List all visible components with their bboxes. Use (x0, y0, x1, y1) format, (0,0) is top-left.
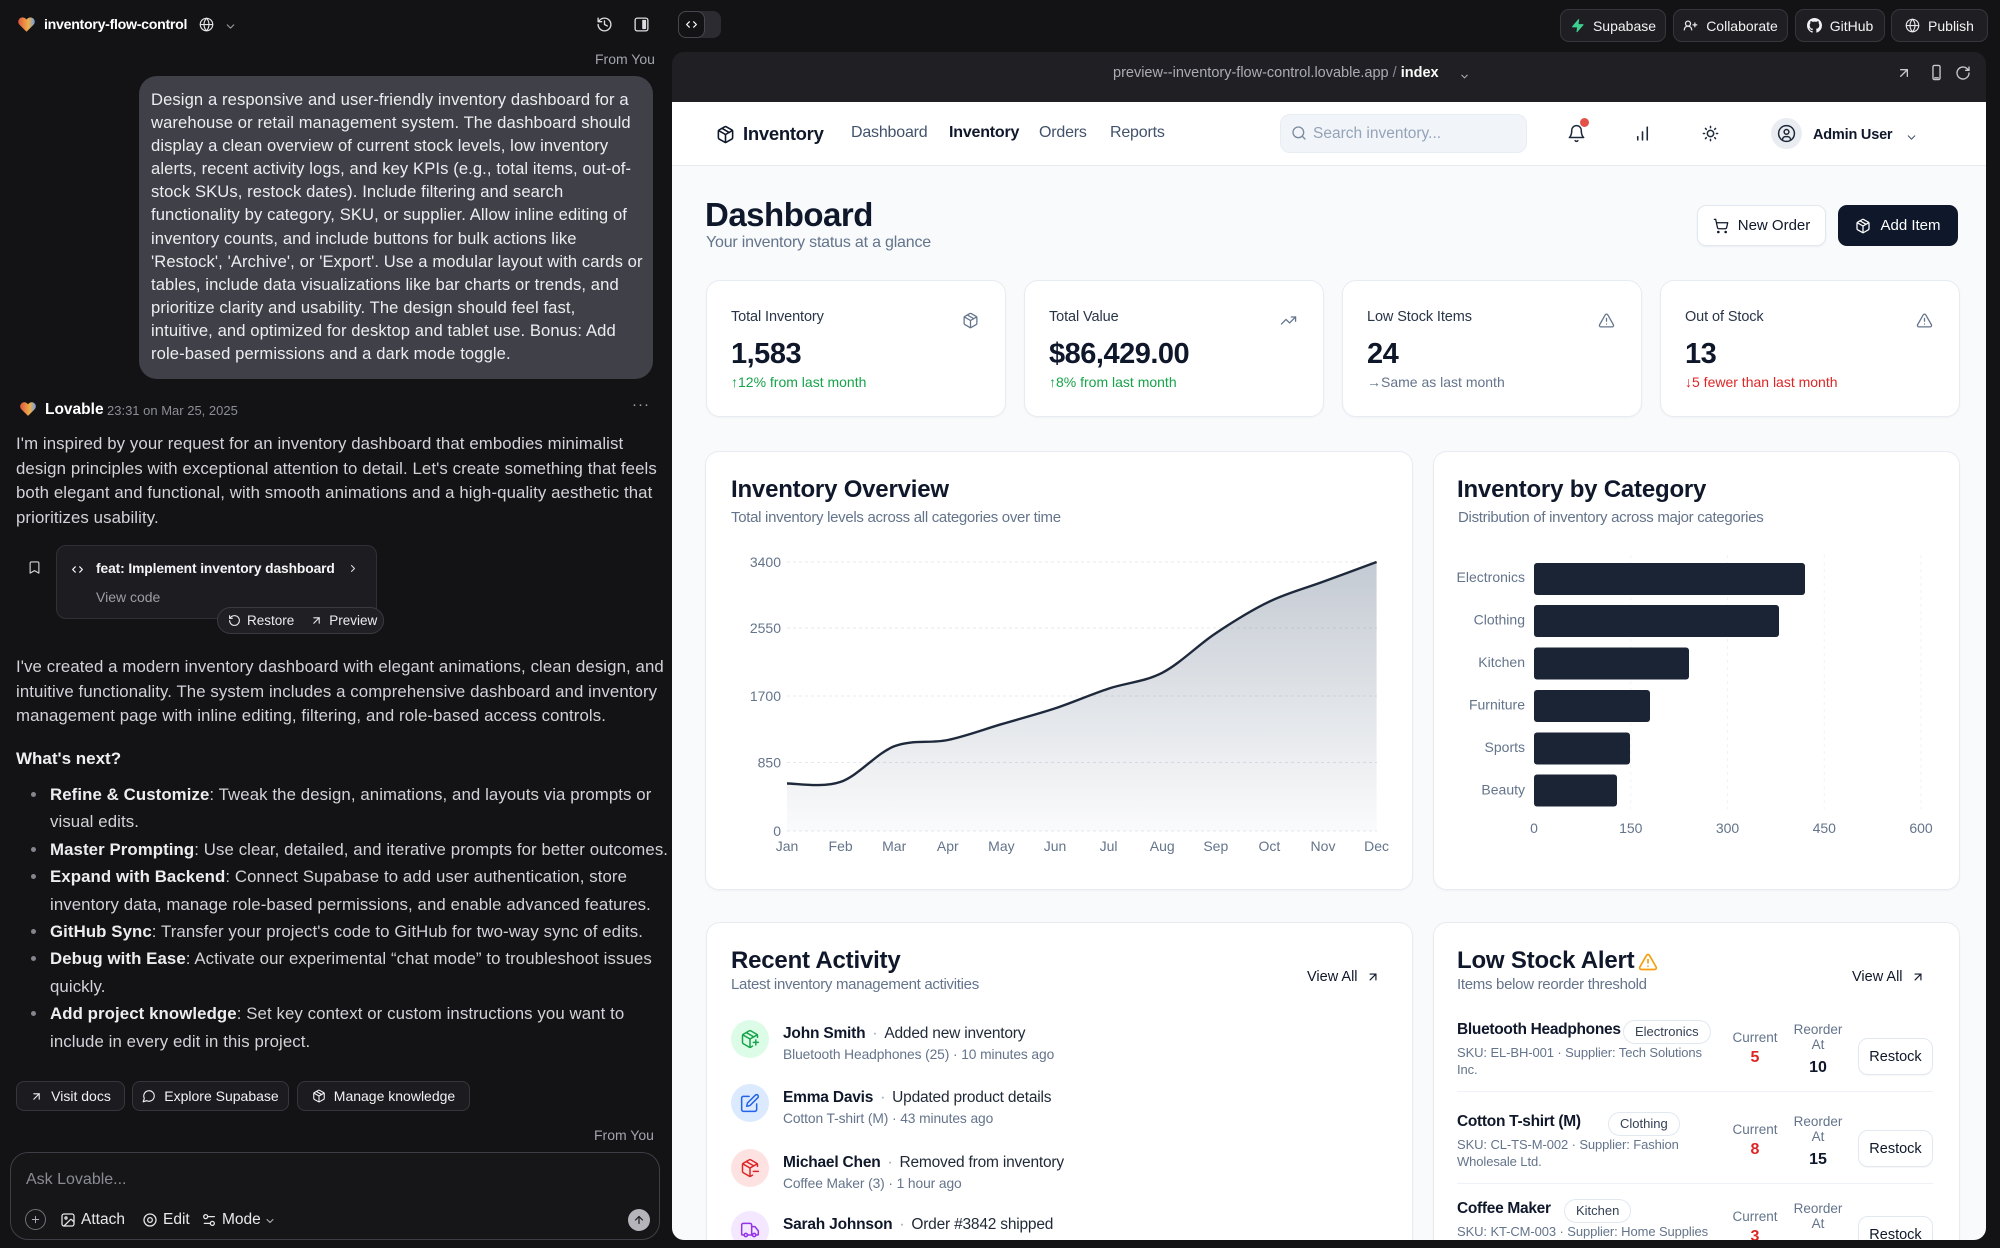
svg-text:Mar: Mar (882, 838, 906, 854)
svg-text:Jan: Jan (776, 838, 799, 854)
svg-text:Jul: Jul (1100, 838, 1118, 854)
svg-text:1700: 1700 (750, 688, 781, 704)
svg-text:Nov: Nov (1311, 838, 1336, 854)
svg-text:Furniture: Furniture (1469, 697, 1525, 713)
svg-text:Dec: Dec (1364, 838, 1389, 854)
svg-text:Aug: Aug (1150, 838, 1175, 854)
svg-text:Beauty: Beauty (1481, 782, 1525, 798)
svg-text:Oct: Oct (1259, 838, 1281, 854)
svg-text:300: 300 (1716, 820, 1740, 836)
svg-text:850: 850 (758, 755, 782, 771)
svg-text:Kitchen: Kitchen (1478, 654, 1525, 670)
svg-text:150: 150 (1619, 820, 1643, 836)
svg-text:3400: 3400 (750, 554, 781, 570)
svg-text:Jun: Jun (1044, 838, 1067, 854)
svg-text:2550: 2550 (750, 620, 781, 636)
svg-text:May: May (988, 838, 1014, 854)
svg-text:Clothing: Clothing (1474, 612, 1525, 628)
svg-text:450: 450 (1813, 820, 1837, 836)
svg-text:Electronics: Electronics (1457, 569, 1525, 585)
svg-text:Sep: Sep (1203, 838, 1228, 854)
svg-text:0: 0 (1530, 820, 1538, 836)
svg-text:600: 600 (1909, 820, 1933, 836)
svg-text:Sports: Sports (1485, 739, 1525, 755)
svg-text:Feb: Feb (829, 838, 853, 854)
svg-text:0: 0 (773, 823, 781, 839)
svg-text:Apr: Apr (937, 838, 959, 854)
